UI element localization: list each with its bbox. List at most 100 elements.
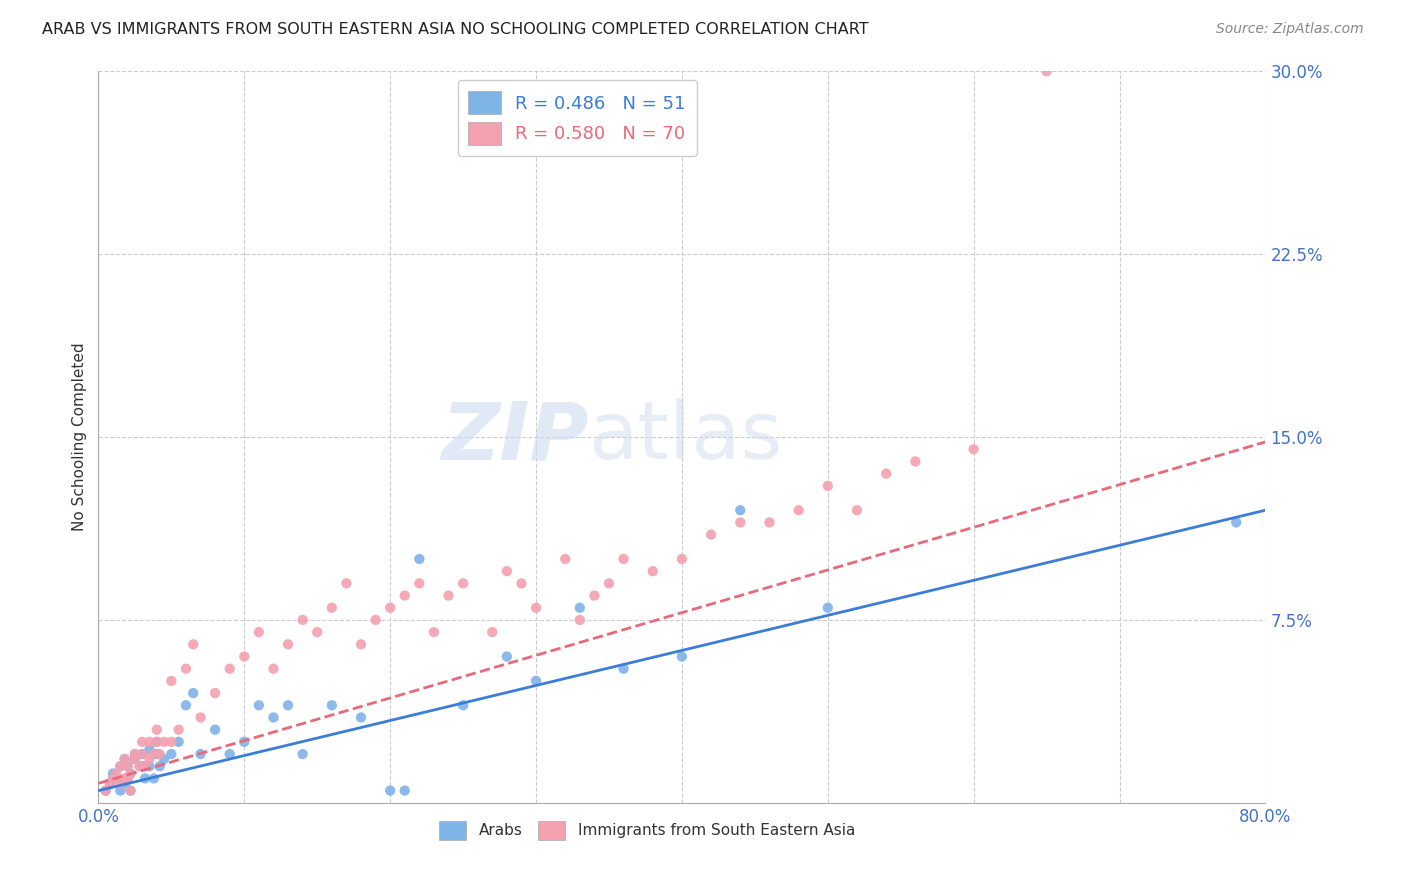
Point bbox=[131, 747, 153, 761]
Point bbox=[451, 576, 474, 591]
Point bbox=[510, 576, 533, 591]
Point bbox=[124, 747, 146, 761]
Point bbox=[496, 649, 519, 664]
Point bbox=[262, 662, 284, 676]
Point bbox=[117, 759, 139, 773]
Point bbox=[204, 723, 226, 737]
Point bbox=[167, 735, 190, 749]
Point bbox=[120, 766, 142, 780]
Point bbox=[204, 686, 226, 700]
Point bbox=[138, 759, 160, 773]
Text: ZIP: ZIP bbox=[441, 398, 589, 476]
Point bbox=[233, 735, 256, 749]
Point bbox=[181, 637, 204, 651]
Point bbox=[904, 454, 927, 468]
Point bbox=[380, 600, 402, 615]
Point bbox=[568, 600, 591, 615]
Point bbox=[134, 772, 156, 786]
Point bbox=[146, 747, 169, 761]
Point bbox=[131, 759, 153, 773]
Point bbox=[94, 783, 117, 797]
Point bbox=[138, 735, 160, 749]
Point bbox=[110, 783, 132, 797]
Point bbox=[114, 752, 136, 766]
Text: atlas: atlas bbox=[589, 398, 783, 476]
Point bbox=[583, 589, 606, 603]
Point bbox=[262, 710, 284, 724]
Point bbox=[160, 747, 183, 761]
Point bbox=[153, 752, 176, 766]
Legend: Arabs, Immigrants from South Eastern Asia: Arabs, Immigrants from South Eastern Asi… bbox=[433, 814, 860, 847]
Point bbox=[524, 600, 547, 615]
Point bbox=[174, 662, 197, 676]
Point bbox=[437, 589, 460, 603]
Point bbox=[277, 637, 299, 651]
Point bbox=[104, 772, 127, 786]
Point bbox=[149, 759, 172, 773]
Point bbox=[94, 783, 117, 797]
Point bbox=[524, 673, 547, 688]
Point bbox=[408, 576, 430, 591]
Point bbox=[153, 735, 176, 749]
Point bbox=[350, 710, 373, 724]
Point bbox=[98, 776, 121, 790]
Point bbox=[131, 735, 153, 749]
Point bbox=[875, 467, 897, 481]
Y-axis label: No Schooling Completed: No Schooling Completed bbox=[72, 343, 87, 532]
Point bbox=[110, 776, 132, 790]
Point bbox=[142, 747, 165, 761]
Point bbox=[160, 673, 183, 688]
Point bbox=[114, 776, 136, 790]
Point bbox=[114, 772, 136, 786]
Point bbox=[307, 625, 329, 640]
Point bbox=[846, 503, 869, 517]
Point bbox=[138, 752, 160, 766]
Point bbox=[730, 516, 752, 530]
Point bbox=[817, 600, 839, 615]
Point bbox=[730, 503, 752, 517]
Point bbox=[1035, 64, 1057, 78]
Text: Source: ZipAtlas.com: Source: ZipAtlas.com bbox=[1216, 22, 1364, 37]
Point bbox=[101, 766, 124, 780]
Point bbox=[817, 479, 839, 493]
Point bbox=[408, 552, 430, 566]
Point bbox=[101, 772, 124, 786]
Point bbox=[160, 735, 183, 749]
Point bbox=[110, 759, 132, 773]
Point bbox=[104, 766, 127, 780]
Point bbox=[277, 698, 299, 713]
Point bbox=[114, 752, 136, 766]
Point bbox=[110, 759, 132, 773]
Point bbox=[98, 776, 121, 790]
Point bbox=[181, 686, 204, 700]
Point bbox=[364, 613, 387, 627]
Point bbox=[554, 552, 576, 566]
Point bbox=[190, 747, 212, 761]
Point bbox=[146, 735, 169, 749]
Point bbox=[146, 723, 169, 737]
Point bbox=[124, 752, 146, 766]
Point bbox=[787, 503, 810, 517]
Point bbox=[120, 783, 142, 797]
Point bbox=[598, 576, 620, 591]
Point bbox=[641, 564, 664, 578]
Point bbox=[423, 625, 446, 640]
Point bbox=[124, 752, 146, 766]
Point bbox=[496, 564, 519, 578]
Point bbox=[190, 710, 212, 724]
Point bbox=[291, 747, 314, 761]
Point bbox=[233, 649, 256, 664]
Point bbox=[291, 613, 314, 627]
Point bbox=[167, 723, 190, 737]
Point bbox=[142, 772, 165, 786]
Point bbox=[128, 759, 150, 773]
Point bbox=[247, 625, 270, 640]
Point bbox=[117, 772, 139, 786]
Point bbox=[394, 589, 416, 603]
Point bbox=[671, 552, 693, 566]
Point bbox=[350, 637, 373, 651]
Point bbox=[120, 783, 142, 797]
Point bbox=[174, 698, 197, 713]
Point bbox=[481, 625, 503, 640]
Point bbox=[218, 747, 240, 761]
